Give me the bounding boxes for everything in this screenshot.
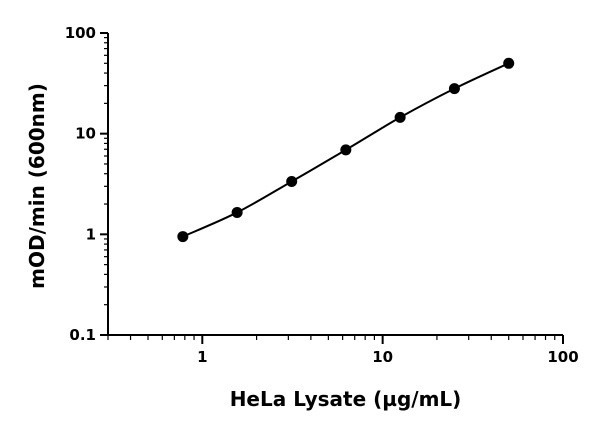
tick-labels: 0.1 1 10 100 1 10 100	[65, 24, 579, 366]
x-axis-title: HeLa Lysate (µg/mL)	[230, 387, 462, 411]
data-point	[177, 231, 189, 243]
data-point	[231, 206, 243, 218]
plot-area	[177, 57, 515, 243]
data-point	[503, 57, 515, 69]
data-point	[394, 111, 406, 123]
y-tick-label: 100	[65, 24, 96, 42]
x-tick-label: 1	[197, 348, 207, 366]
axes	[107, 33, 563, 336]
ticks	[100, 32, 564, 344]
y-tick-label: 0.1	[69, 326, 96, 344]
x-tick-label: 10	[372, 348, 393, 366]
data-point	[340, 144, 352, 156]
data-point	[286, 175, 298, 187]
y-tick-label: 10	[75, 125, 96, 143]
y-tick-label: 1	[86, 225, 96, 243]
y-axis-title: mOD/min (600nm)	[25, 83, 49, 289]
x-tick-label: 100	[547, 348, 578, 366]
data-point	[448, 83, 460, 95]
